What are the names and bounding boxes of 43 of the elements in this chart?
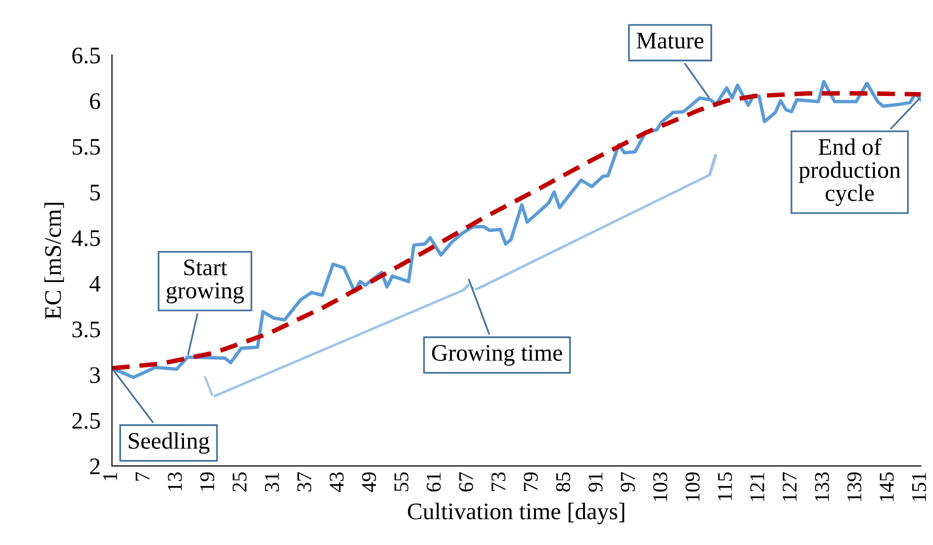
- x-tick-label: 43: [330, 472, 344, 492]
- annotation: Start growing: [166, 260, 244, 304]
- x-tick-label: 37: [297, 472, 312, 492]
- annotation: Growing time: [432, 345, 562, 366]
- y-tick-label: 6: [90, 93, 100, 110]
- annotation: Mature: [636, 32, 704, 49]
- annotation: End of production cycle: [798, 138, 900, 206]
- x-tick-label: 97: [620, 472, 635, 492]
- x-tick-label: 49: [362, 472, 376, 492]
- x-tick-label: 139: [847, 472, 862, 501]
- annotation: Seedling: [128, 432, 210, 454]
- x-tick-label: 1: [103, 472, 117, 480]
- y-tick-label: 2.5: [72, 412, 100, 429]
- x-tick-label: 91: [588, 472, 603, 492]
- x-tick-label: 79: [524, 472, 538, 491]
- y-tick-label: 6.5: [72, 48, 100, 64]
- y-tick-label: 3: [90, 367, 100, 384]
- x-tick-label: 145: [880, 472, 894, 501]
- y-tick-label: 4: [90, 276, 100, 292]
- x-tick-label: 61: [426, 472, 441, 492]
- x-tick-label: 19: [200, 472, 214, 491]
- x-tick-label: 25: [232, 472, 247, 492]
- x-tick-label: 109: [686, 472, 700, 501]
- y-axis-title: EC [mS/cm]: [44, 202, 64, 320]
- x-tick-label: 121: [750, 472, 764, 501]
- x-tick-label: 103: [653, 472, 668, 501]
- x-tick-label: 73: [491, 472, 506, 491]
- y-tick-label: 4.5: [72, 230, 100, 246]
- x-tick-label: 115: [718, 472, 732, 500]
- x-tick-label: 133: [815, 472, 830, 501]
- x-tick-label: 55: [394, 472, 408, 492]
- x-tick-label: 151: [912, 472, 926, 501]
- x-tick-label: 67: [459, 472, 474, 492]
- x-tick-label: 127: [782, 472, 796, 501]
- y-tick-label: 5: [90, 184, 100, 200]
- x-tick-label: 31: [264, 472, 279, 492]
- y-tick-label: 3.5: [72, 322, 100, 338]
- x-tick-label: 13: [168, 472, 182, 491]
- y-tick-label: 5.5: [72, 139, 100, 155]
- x-tick-label: 7: [136, 472, 150, 481]
- x-tick-label: 85: [556, 472, 570, 492]
- y-tick-label: 2: [90, 458, 100, 474]
- x-axis-title: Cultivation time [days]: [408, 502, 624, 524]
